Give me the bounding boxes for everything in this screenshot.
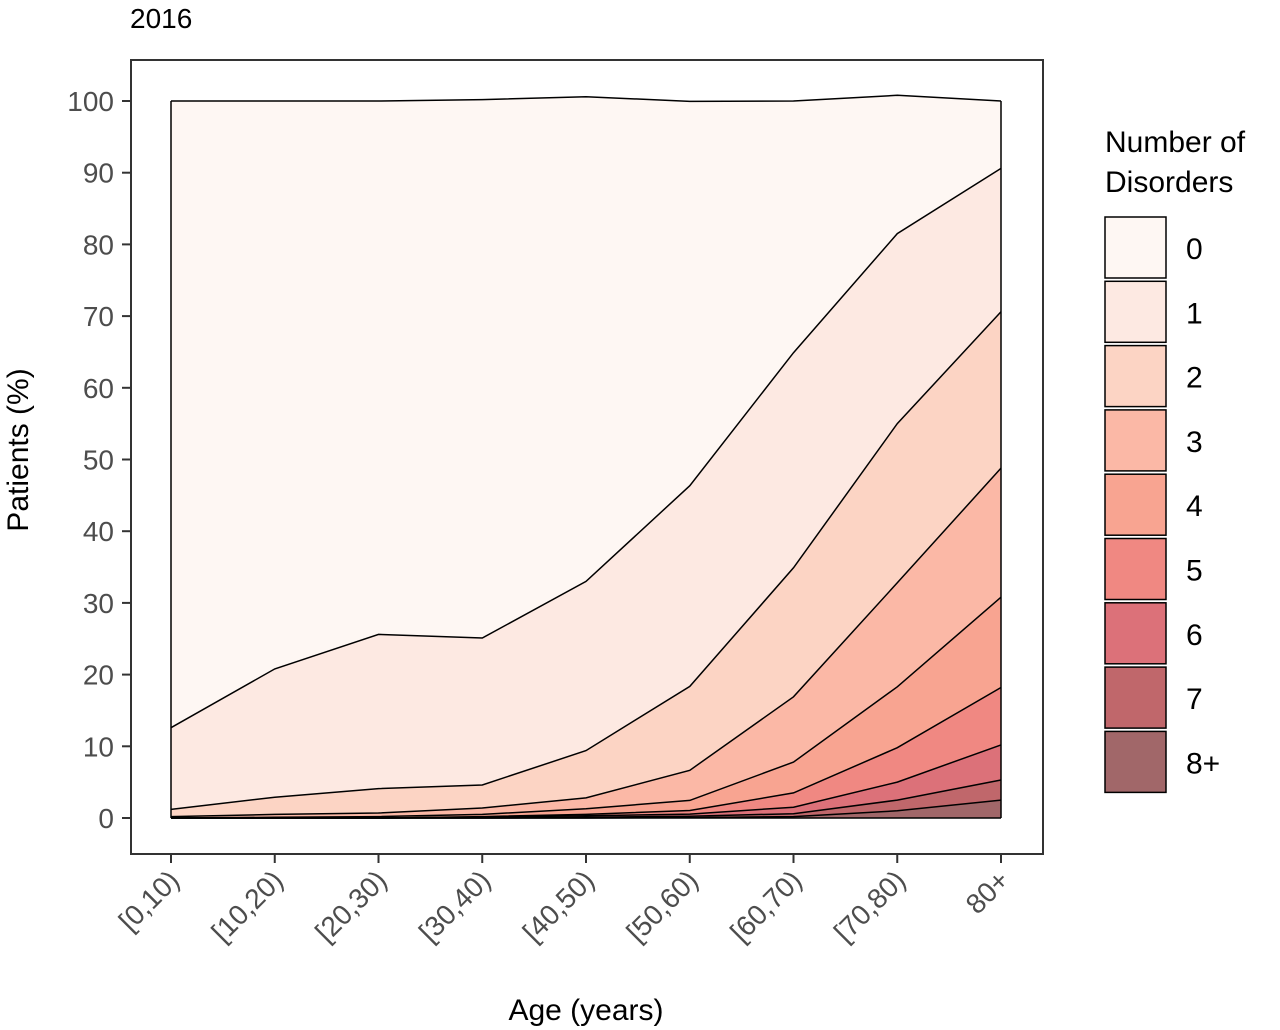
chart-title: 2016 [130, 3, 192, 34]
y-tick-label: 0 [98, 803, 114, 834]
x-tick-label: [50,60) [620, 864, 704, 948]
legend-label-1: 1 [1186, 297, 1203, 330]
legend-label-3: 3 [1186, 426, 1203, 459]
legend-title-line-1: Number of [1105, 126, 1246, 159]
legend-label-6: 6 [1186, 619, 1203, 652]
x-tick-label: [40,50) [517, 864, 601, 948]
area-series-8plus [171, 800, 1001, 818]
y-tick-label: 100 [67, 86, 114, 117]
boundary-line-layer [170, 94, 1002, 819]
y-tick-label: 10 [83, 731, 114, 762]
y-tick-label: 20 [83, 660, 114, 691]
area-series-1 [171, 168, 1001, 810]
series-top-line-3 [170, 467, 1002, 818]
area-layer [171, 95, 1001, 818]
legend-key-4 [1104, 473, 1167, 536]
x-tick-label: [10,20) [205, 864, 289, 948]
legend-label-0: 0 [1186, 233, 1203, 266]
legend-key-1 [1104, 280, 1167, 344]
x-tick-label: [60,70) [724, 864, 808, 948]
area-series-0 [171, 95, 1001, 728]
legend-label-4: 4 [1186, 490, 1203, 523]
legend-items: 0 1 2 3 4 5 6 7 8+ [1104, 216, 1220, 794]
series-top-line-4 [170, 596, 1002, 819]
x-tick-label: [30,40) [413, 864, 497, 948]
x-tick-label: [70,80) [828, 864, 912, 948]
area-series-2 [171, 311, 1001, 817]
x-tick-label: [0,10) [113, 864, 186, 937]
legend-key-6 [1104, 602, 1167, 665]
legend-key-7 [1104, 666, 1167, 729]
legend-label-7: 7 [1186, 683, 1203, 716]
legend-label-5: 5 [1186, 555, 1203, 588]
legend-label-2: 2 [1186, 362, 1203, 395]
legend-key-2 [1104, 344, 1167, 408]
legend-key-5 [1104, 537, 1167, 601]
y-axis: 0 10 20 30 40 50 60 70 80 90 100 [67, 86, 131, 834]
y-tick-label: 60 [83, 373, 114, 404]
area-series-3 [171, 468, 1001, 818]
series-top-line-1 [170, 167, 1002, 729]
series-top-line-2 [170, 311, 1002, 811]
legend: Number of Disorders 0 1 2 3 4 5 6 7 8+ [1104, 126, 1246, 794]
x-axis: [0,10) [10,20) [20,30) [30,40) [40,50) [50,60… [113, 854, 1016, 948]
series-top-line-0 [171, 94, 1002, 103]
legend-title-line-2: Disorders [1105, 166, 1233, 199]
y-tick-label: 50 [83, 445, 114, 476]
legend-label-8plus: 8+ [1186, 747, 1220, 780]
y-tick-label: 40 [83, 516, 114, 547]
y-axis-label: Patients (%) [2, 368, 35, 531]
x-tick-label: 80+ [960, 864, 1016, 920]
y-tick-label: 90 [83, 158, 114, 189]
x-axis-label: Age (years) [508, 994, 663, 1027]
y-tick-label: 70 [83, 301, 114, 332]
y-tick-label: 80 [83, 229, 114, 260]
legend-key-8plus [1104, 730, 1167, 794]
legend-key-0 [1104, 216, 1167, 279]
x-tick-label: [20,30) [309, 864, 393, 948]
legend-key-3 [1104, 409, 1167, 472]
y-tick-label: 30 [83, 588, 114, 619]
